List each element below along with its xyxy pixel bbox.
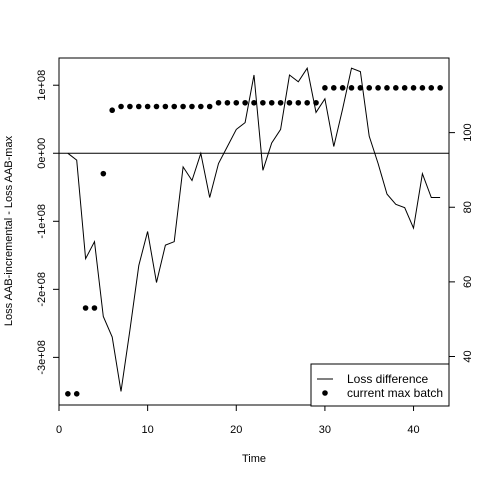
max-batch-point xyxy=(127,103,133,110)
max-batch-point xyxy=(268,99,275,106)
x-axis: 0 10 20 30 40 xyxy=(56,405,420,436)
loss-difference-line xyxy=(67,66,441,392)
legend-label-loss-difference: Loss difference xyxy=(347,372,428,386)
x-tick-label: 30 xyxy=(319,424,331,436)
current-max-batch-series xyxy=(65,85,443,397)
max-batch-point xyxy=(437,85,443,91)
max-batch-point xyxy=(366,85,373,91)
x-tick-label: 20 xyxy=(230,424,242,436)
x-tick-label: 10 xyxy=(142,424,154,436)
y-right-axis: 40 60 80 100 xyxy=(449,123,474,363)
y-left-tick-label: -2e+08 xyxy=(36,272,48,307)
max-batch-point xyxy=(118,103,124,110)
max-batch-point xyxy=(277,99,284,106)
x-tick-label: 0 xyxy=(56,424,62,436)
max-batch-point xyxy=(330,85,337,91)
max-batch-point xyxy=(428,85,435,91)
y-left-tick-label: 0e+00 xyxy=(36,138,48,169)
max-batch-point xyxy=(65,391,71,397)
max-batch-point xyxy=(100,170,107,177)
y-left-tick-label: -3e+08 xyxy=(36,340,48,375)
x-axis-title: Time xyxy=(242,453,266,465)
legend-point-swatch xyxy=(322,390,328,396)
y-right-tick-label: 100 xyxy=(462,123,474,141)
y-right-tick-label: 80 xyxy=(462,201,474,213)
plot-frame xyxy=(58,57,450,406)
max-batch-point xyxy=(313,99,319,106)
max-batch-point xyxy=(135,103,142,110)
max-batch-point xyxy=(162,103,169,110)
plot-border xyxy=(58,57,450,406)
max-batch-point xyxy=(419,85,426,91)
max-batch-point xyxy=(384,85,390,91)
loss-difference-series xyxy=(67,66,441,392)
max-batch-point xyxy=(304,99,310,106)
max-batch-point xyxy=(251,99,257,106)
y-left-tick-label: 1e+08 xyxy=(36,70,48,101)
max-batch-point xyxy=(153,103,160,110)
max-batch-point xyxy=(401,85,408,91)
max-batch-point xyxy=(260,99,266,106)
max-batch-point xyxy=(357,85,364,91)
max-batch-point xyxy=(180,103,186,110)
max-batch-point xyxy=(171,103,178,110)
max-batch-point xyxy=(189,103,195,110)
max-batch-point xyxy=(91,305,98,311)
max-batch-point xyxy=(322,85,328,91)
max-batch-point xyxy=(295,99,302,106)
max-batch-point xyxy=(286,99,293,106)
max-batch-point xyxy=(393,85,399,91)
y-left-axis: 1e+08 0e+00 -1e+08 -2e+08 -3e+08 xyxy=(36,70,59,375)
y-right-tick-label: 40 xyxy=(462,350,474,362)
legend-box xyxy=(310,363,450,407)
legend: Loss difference current max batch xyxy=(310,363,450,407)
y-left-tick-label: -1e+08 xyxy=(36,204,48,239)
max-batch-point xyxy=(375,85,381,91)
max-batch-point xyxy=(233,99,240,106)
max-batch-point xyxy=(242,99,248,106)
max-batch-point xyxy=(348,85,355,91)
max-batch-point xyxy=(198,103,204,110)
max-batch-point xyxy=(224,99,231,106)
max-batch-point xyxy=(206,103,213,110)
max-batch-point xyxy=(109,107,115,114)
x-tick-label: 40 xyxy=(407,424,419,436)
y-axis-title: Loss AAB-incremental - Loss AAB-max xyxy=(3,135,15,326)
max-batch-point xyxy=(339,85,346,91)
max-batch-point xyxy=(73,391,80,397)
max-batch-point xyxy=(144,103,151,110)
y-right-tick-label: 60 xyxy=(462,276,474,288)
max-batch-point xyxy=(410,85,417,91)
legend-label-current-max-batch: current max batch xyxy=(347,386,443,400)
max-batch-point xyxy=(82,305,89,311)
max-batch-point xyxy=(215,99,222,106)
